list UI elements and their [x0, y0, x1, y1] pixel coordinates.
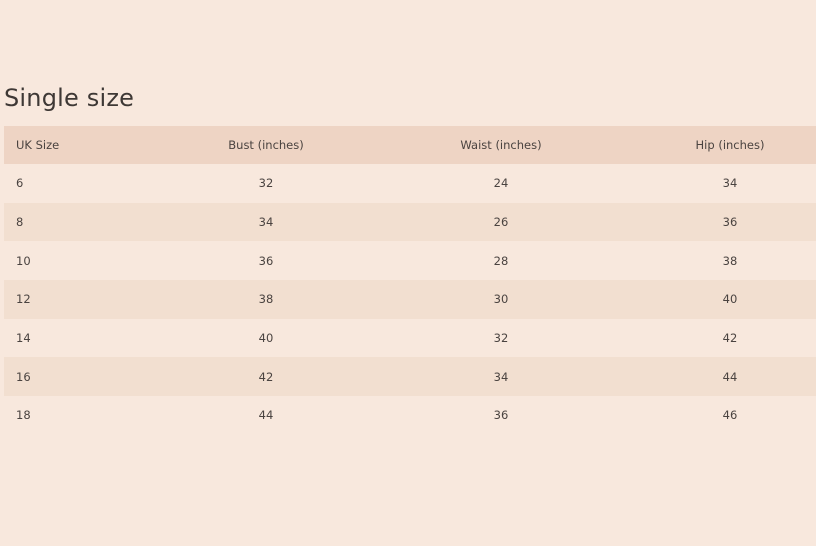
hip-cell: 40 — [722, 292, 738, 307]
hip-cell: 44 — [722, 369, 738, 384]
bust-cell: 34 — [258, 215, 274, 230]
table-row: 18 44 36 46 — [4, 396, 816, 435]
section-title: Single size — [4, 84, 135, 112]
table-row: 10 36 28 38 — [4, 241, 816, 280]
header-hip: Hip (inches) — [695, 138, 765, 152]
header-uk-size: UK Size — [16, 138, 60, 152]
hip-cell: 34 — [722, 176, 738, 191]
waist-cell: 30 — [493, 292, 509, 307]
table-row: 14 40 32 42 — [4, 319, 816, 358]
bust-cell: 40 — [258, 331, 274, 346]
waist-cell: 34 — [493, 369, 509, 384]
bust-cell: 38 — [258, 292, 274, 307]
bust-cell: 44 — [258, 408, 274, 423]
hip-cell: 38 — [722, 253, 738, 268]
uk-size-cell: 18 — [16, 408, 31, 423]
header-waist: Waist (inches) — [460, 138, 542, 152]
table-row: 6 32 24 34 — [4, 164, 816, 203]
hip-cell: 42 — [722, 331, 738, 346]
header-bust: Bust (inches) — [228, 138, 304, 152]
waist-cell: 32 — [493, 331, 509, 346]
table-row: 8 34 26 36 — [4, 202, 816, 242]
uk-size-cell: 6 — [16, 176, 24, 191]
size-chart-table: UK Size Bust (inches) Waist (inches) Hip… — [4, 126, 816, 435]
uk-size-cell: 14 — [16, 331, 31, 346]
table-row: 12 38 30 40 — [4, 280, 816, 319]
bust-cell: 36 — [258, 253, 274, 268]
uk-size-cell: 10 — [16, 253, 31, 268]
uk-size-cell: 12 — [16, 292, 31, 307]
table-row: 16 42 34 44 — [4, 357, 816, 397]
table-header-row: UK Size Bust (inches) Waist (inches) Hip… — [4, 126, 816, 164]
bust-cell: 42 — [258, 369, 274, 384]
waist-cell: 28 — [493, 253, 509, 268]
bust-cell: 32 — [258, 176, 274, 191]
uk-size-cell: 16 — [16, 369, 31, 384]
hip-cell: 46 — [722, 408, 738, 423]
waist-cell: 26 — [493, 215, 509, 230]
hip-cell: 36 — [722, 215, 738, 230]
uk-size-cell: 8 — [16, 215, 24, 230]
waist-cell: 36 — [493, 408, 509, 423]
waist-cell: 24 — [493, 176, 509, 191]
